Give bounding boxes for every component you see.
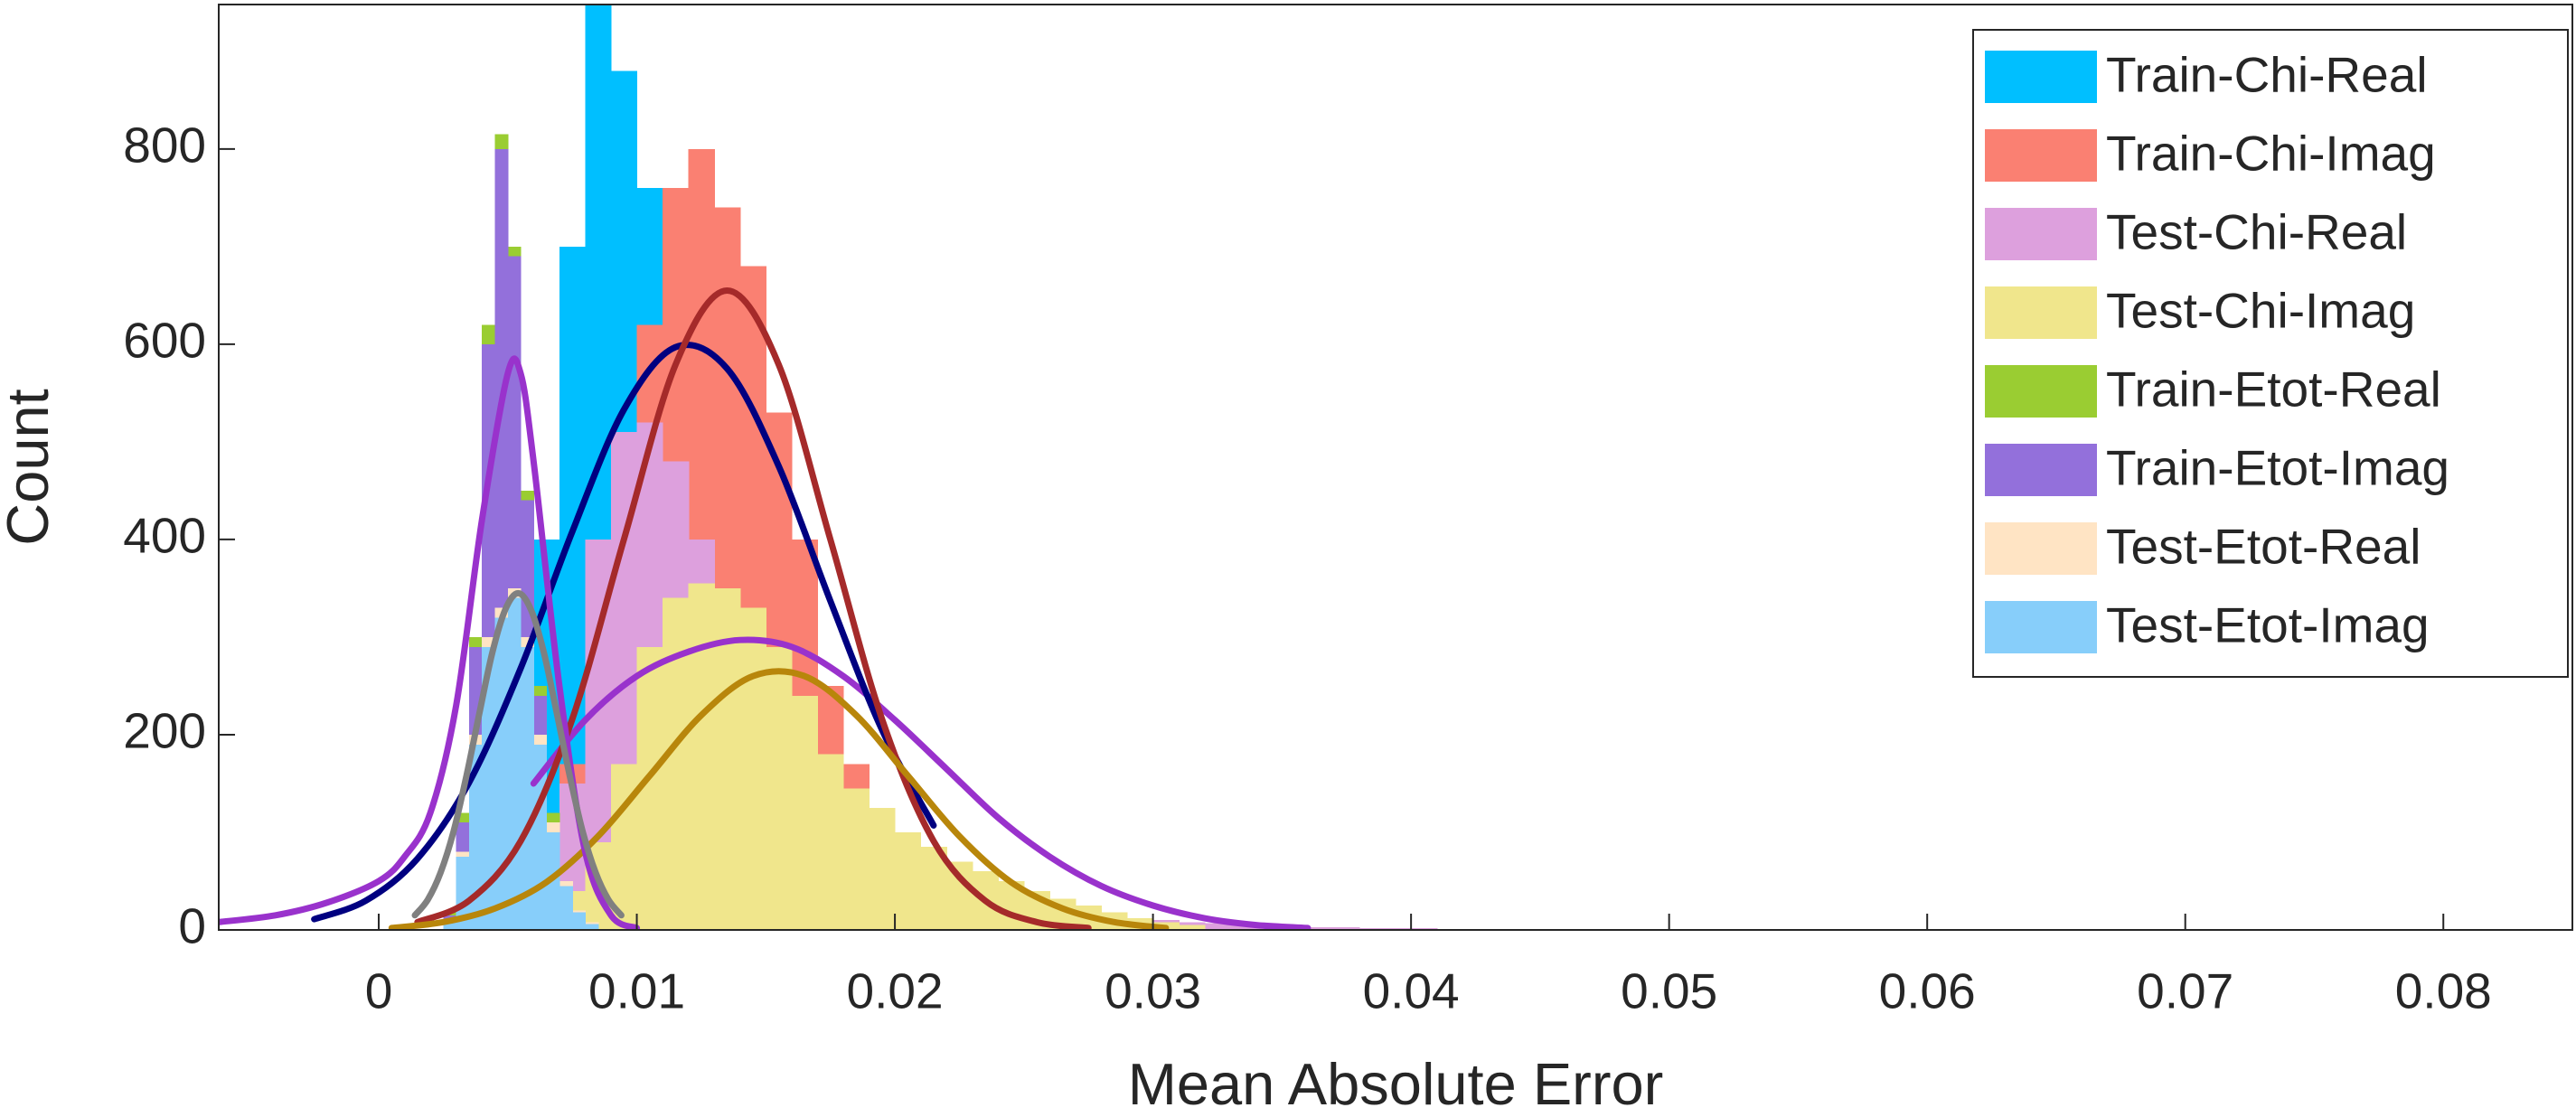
fit-curve: [530, 636, 1312, 930]
histogram-bar: [468, 744, 483, 930]
legend-label: Test-Chi-Imag: [2106, 283, 2415, 339]
histogram-bar: [946, 861, 973, 930]
legend: Train-Chi-Real Train-Chi-Imag Test-Chi-Rea…: [1972, 29, 2569, 678]
histogram-bar: [585, 924, 599, 930]
x-tick-label: 0.08: [2395, 963, 2492, 1019]
legend-label: Test-Etot-Imag: [2106, 597, 2430, 653]
legend-label: Test-Chi-Real: [2106, 204, 2407, 260]
histogram-bar: [1179, 925, 1206, 930]
x-tick-label: 0.03: [1105, 963, 1201, 1019]
y-tick-label: 400: [123, 507, 206, 563]
histogram-bar: [663, 597, 690, 930]
legend-swatch: [1985, 444, 2097, 496]
fit-curve: [414, 286, 1092, 930]
fit-curve: [311, 342, 937, 923]
x-tick-label: 0.01: [588, 963, 685, 1019]
x-tick-label: 0.04: [1363, 963, 1460, 1019]
histogram-bar: [1411, 927, 1438, 930]
histogram-bar: [791, 695, 819, 930]
legend-swatch: [1985, 51, 2097, 103]
histogram-bar: [1333, 926, 1360, 930]
legend-swatch: [1985, 286, 2097, 339]
histogram-bar: [739, 607, 766, 930]
y-axis-title: Count: [0, 389, 61, 545]
legend-label: Train-Etot-Imag: [2106, 440, 2449, 496]
histogram-bar: [869, 807, 896, 930]
x-tick-label: 0: [365, 963, 393, 1019]
y-tick-label: 600: [123, 312, 206, 368]
legend-swatch: [1985, 365, 2097, 418]
histogram-bar: [688, 583, 715, 930]
histogram-bar: [456, 856, 470, 930]
legend-label: Test-Etot-Real: [2106, 519, 2421, 575]
legend-swatch: [1985, 208, 2097, 260]
legend-swatch: [1985, 522, 2097, 575]
x-tick-label: 0.05: [1621, 963, 1717, 1019]
histogram-bar: [895, 831, 922, 930]
fit-curve: [411, 589, 625, 919]
histogram-bar: [817, 754, 844, 930]
y-tick-label: 800: [123, 117, 206, 173]
fit-curve: [388, 668, 1170, 930]
x-axis-title: Mean Absolute Error: [1128, 1051, 1664, 1117]
y-tick-label: 0: [178, 898, 206, 954]
histogram-bar: [572, 912, 587, 930]
histogram-bar: [559, 886, 573, 930]
histogram-bar: [766, 646, 793, 930]
legend-label: Train-Etot-Real: [2106, 361, 2441, 418]
legend-label: Train-Chi-Real: [2106, 47, 2428, 103]
histogram-bar: [521, 646, 534, 930]
legend-label: Train-Chi-Imag: [2106, 126, 2436, 182]
axes: 0 0.01 0.02 0.03 0.04 0.05 0.06 0.07 0.08 0 200 400…: [123, 117, 2492, 1018]
histogram-bar: [842, 788, 870, 930]
histogram-bar: [1307, 926, 1335, 930]
histogram-bar: [1385, 927, 1412, 930]
histogram-bar: [443, 920, 457, 930]
y-tick-label: 200: [123, 702, 206, 758]
legend-swatch: [1985, 601, 2097, 653]
x-tick-label: 0.02: [847, 963, 944, 1019]
histogram-bar: [482, 646, 496, 930]
histogram-bar: [1230, 924, 1257, 930]
histogram-bar: [1204, 923, 1231, 930]
histogram-bar: [1359, 927, 1387, 930]
histogram-bar: [507, 597, 522, 930]
axes-box: [218, 4, 2573, 931]
fit-curves: [219, 286, 1312, 930]
x-tick-label: 0.07: [2137, 963, 2233, 1019]
legend-swatch: [1985, 129, 2097, 182]
x-tick-label: 0.06: [1879, 963, 1976, 1019]
histogram-bar: [494, 617, 509, 930]
